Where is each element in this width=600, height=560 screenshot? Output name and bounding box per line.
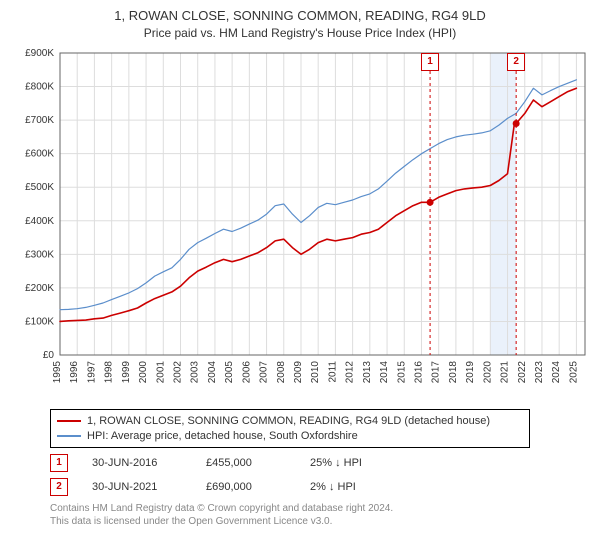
svg-text:2006: 2006 [241,361,252,384]
svg-text:2016: 2016 [413,361,424,384]
transaction-row: 2 30-JUN-2021 £690,000 2% ↓ HPI [50,478,590,496]
svg-text:£700K: £700K [25,115,54,126]
svg-text:£300K: £300K [25,250,54,261]
tx-price: £690,000 [206,481,286,493]
svg-text:1999: 1999 [121,361,132,384]
legend-row: HPI: Average price, detached house, Sout… [57,429,523,443]
legend-row: 1, ROWAN CLOSE, SONNING COMMON, READING,… [57,414,523,428]
svg-text:2004: 2004 [207,361,218,384]
attribution-line2: This data is licensed under the Open Gov… [50,515,590,528]
legend-label: HPI: Average price, detached house, Sout… [87,429,358,443]
tx-marker: 1 [50,454,68,472]
svg-text:2025: 2025 [568,361,579,384]
transactions-table: 1 30-JUN-2016 £455,000 25% ↓ HPI 2 30-JUN-202… [50,454,590,496]
svg-text:£100K: £100K [25,317,54,328]
svg-text:2024: 2024 [551,361,562,384]
svg-text:2021: 2021 [500,361,511,384]
legend-swatch [57,435,81,437]
chart-subtitle: Price paid vs. HM Land Registry's House … [10,26,590,41]
svg-text:£500K: £500K [25,182,54,193]
svg-text:2014: 2014 [379,361,390,384]
svg-text:2002: 2002 [172,361,183,384]
svg-text:2008: 2008 [276,361,287,384]
price-chart: £0 £100K £200K £300K £400K £500K £600K £700K £80… [10,45,590,405]
attribution: Contains HM Land Registry data © Crown c… [50,502,590,528]
svg-text:2022: 2022 [517,361,528,384]
svg-text:2012: 2012 [345,361,356,384]
tx-marker: 2 [50,478,68,496]
chart-title: 1, ROWAN CLOSE, SONNING COMMON, READING,… [10,8,590,24]
svg-text:2015: 2015 [396,361,407,384]
svg-text:2010: 2010 [310,361,321,384]
svg-text:2019: 2019 [465,361,476,384]
legend-label: 1, ROWAN CLOSE, SONNING COMMON, READING,… [87,414,490,428]
svg-text:2005: 2005 [224,361,235,384]
legend-box: 1, ROWAN CLOSE, SONNING COMMON, READING,… [50,409,530,448]
svg-text:£200K: £200K [25,283,54,294]
svg-text:£900K: £900K [25,48,54,59]
svg-text:2017: 2017 [431,361,442,384]
svg-text:2018: 2018 [448,361,459,384]
svg-text:1997: 1997 [86,361,97,384]
svg-text:2000: 2000 [138,361,149,384]
svg-text:£0: £0 [43,350,55,361]
chart-svg: £0 £100K £200K £300K £400K £500K £600K £700K £80… [10,45,590,405]
svg-text:2003: 2003 [190,361,201,384]
tx-diff: 25% ↓ HPI [310,457,410,469]
attribution-line1: Contains HM Land Registry data © Crown c… [50,502,590,515]
svg-text:£600K: £600K [25,149,54,160]
tx-price: £455,000 [206,457,286,469]
svg-text:2007: 2007 [259,361,270,384]
tx-date: 30-JUN-2016 [92,457,182,469]
tx-date: 30-JUN-2021 [92,481,182,493]
svg-text:2013: 2013 [362,361,373,384]
tx-diff: 2% ↓ HPI [310,481,410,493]
svg-text:£400K: £400K [25,216,54,227]
svg-text:1998: 1998 [104,361,115,384]
svg-text:2009: 2009 [293,361,304,384]
svg-text:2001: 2001 [155,361,166,384]
svg-text:2023: 2023 [534,361,545,384]
svg-text:1995: 1995 [52,361,63,384]
legend-swatch [57,420,81,422]
transaction-row: 1 30-JUN-2016 £455,000 25% ↓ HPI [50,454,590,472]
svg-text:1996: 1996 [69,361,80,384]
svg-text:£800K: £800K [25,82,54,93]
svg-text:2020: 2020 [482,361,493,384]
svg-text:2011: 2011 [327,361,338,383]
